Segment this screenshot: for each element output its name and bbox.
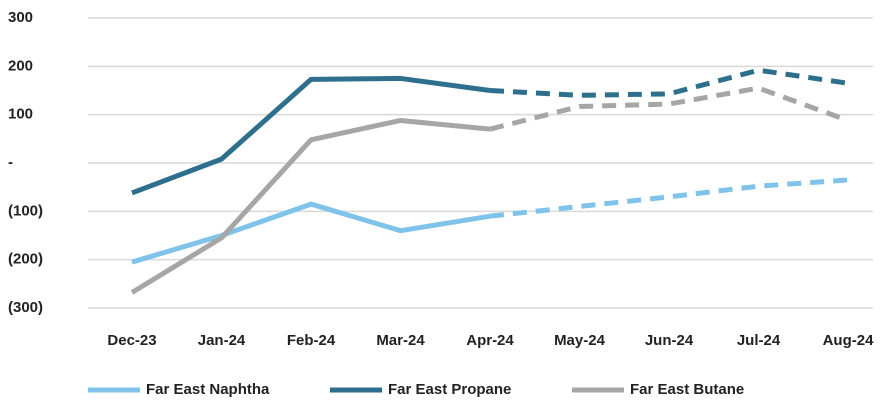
legend-label: Far East Naphtha: [146, 381, 270, 398]
legend-label: Far East Butane: [630, 381, 744, 398]
line-dashed: [489, 67, 849, 98]
x-tick-label: Feb-24: [287, 332, 336, 349]
x-tick-label: Mar-24: [376, 332, 425, 349]
line: [130, 117, 491, 295]
x-tick-label: Jan-24: [198, 332, 246, 349]
legend-label: Far East Propane: [388, 381, 511, 398]
x-tick-label: May-24: [554, 332, 606, 349]
x-tick-label: Jul-24: [737, 332, 781, 349]
x-tick-label: Dec-23: [107, 332, 156, 349]
y-tick-label: 100: [8, 106, 33, 123]
x-tick-label: Aug-24: [823, 332, 874, 349]
line: [131, 75, 491, 196]
line-dashed: [489, 85, 849, 132]
line: [131, 201, 491, 265]
line-dashed: [489, 177, 849, 219]
y-tick-label: (200): [8, 251, 43, 268]
y-tick-label: 300: [8, 9, 33, 26]
y-tick-label: -: [8, 154, 13, 171]
x-tick-label: Jun-24: [645, 332, 694, 349]
y-tick-label: (100): [8, 202, 43, 219]
y-tick-label: (300): [8, 299, 43, 316]
y-tick-label: 200: [8, 57, 33, 74]
x-tick-label: Apr-24: [466, 332, 514, 349]
